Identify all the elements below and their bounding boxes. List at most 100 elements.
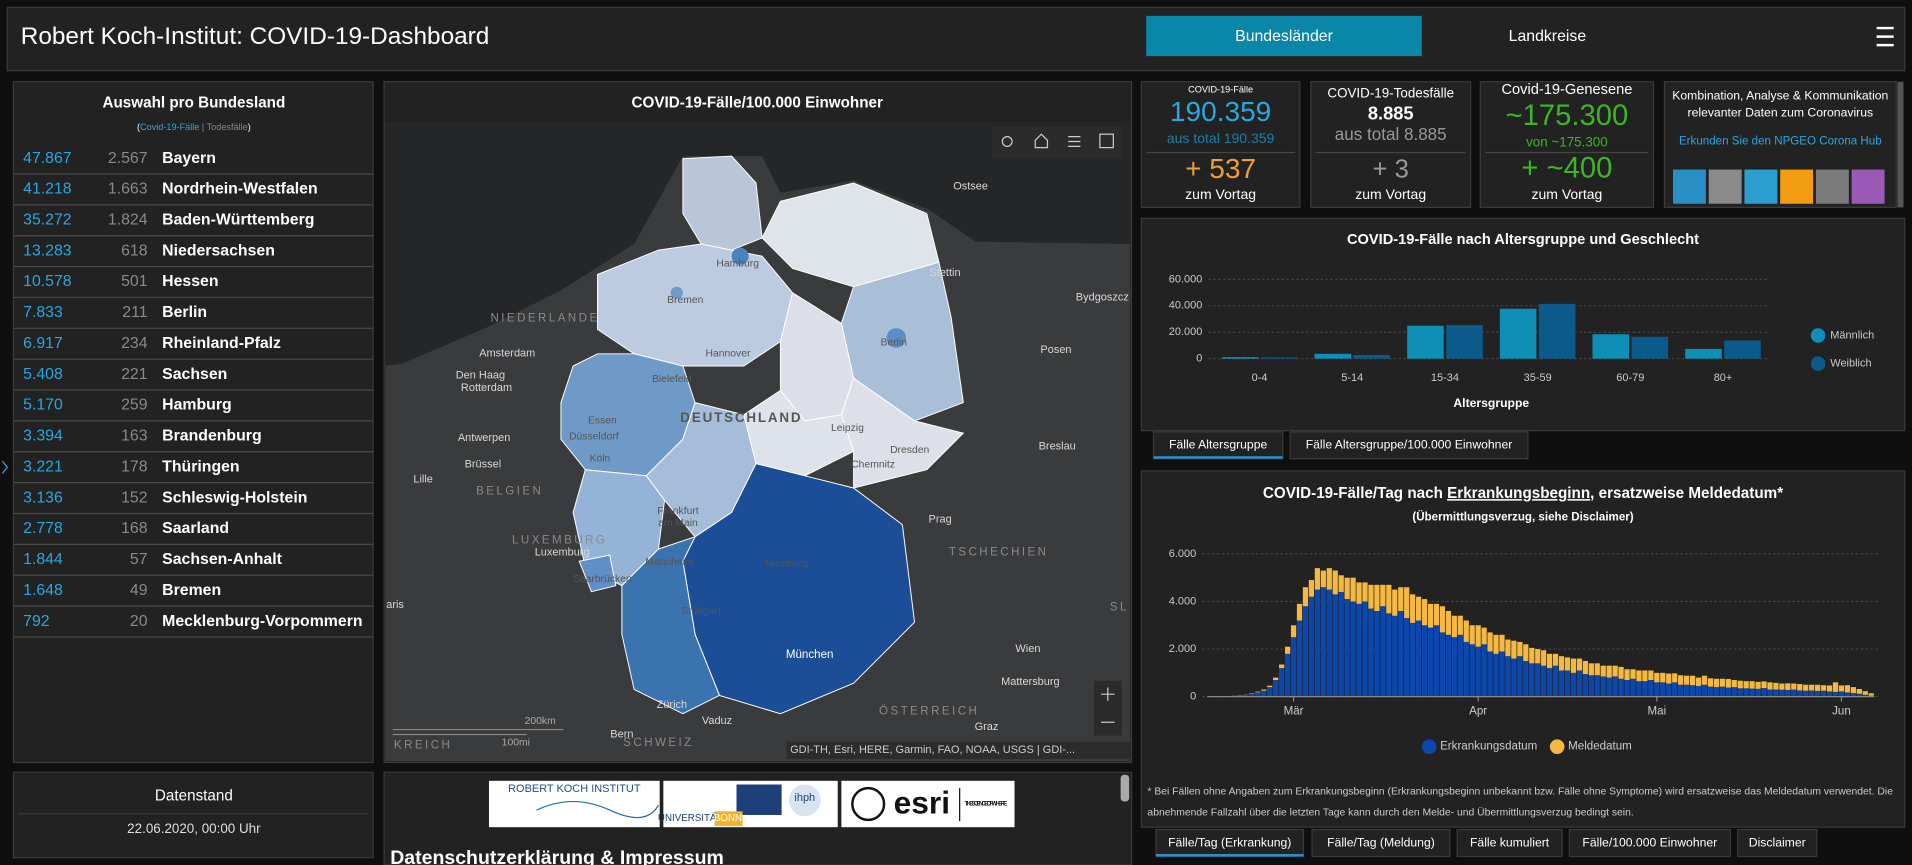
state-area[interactable]: [621, 535, 721, 715]
state-area[interactable]: [840, 377, 965, 489]
state-name[interactable]: Mecklenburg-Vorpommern: [162, 613, 362, 630]
bar-segment: [1791, 689, 1797, 697]
case-count: 3.394: [23, 428, 63, 445]
bar-segment: [1558, 656, 1565, 671]
bar-segment: [1695, 677, 1702, 686]
map-label: Frankfurt: [657, 506, 699, 517]
title-part: Erkrankungsbeginn: [1447, 485, 1590, 502]
x-tick-label: Jun: [1832, 705, 1851, 717]
list-icon[interactable]: [1068, 136, 1081, 148]
bar-segment: [1267, 687, 1273, 697]
x-axis-title: Altersgruppe: [1453, 396, 1529, 410]
chart-tab-label[interactable]: Disclaimer: [1749, 835, 1806, 849]
state-name[interactable]: Brandenburg: [162, 428, 261, 445]
bar-segment: [1344, 599, 1350, 697]
bar-segment: [1273, 677, 1279, 680]
chart-tab[interactable]: [1311, 829, 1451, 858]
chart-tab-label[interactable]: Fälle/Tag (Meldung): [1327, 835, 1435, 849]
bar-segment: [1296, 620, 1303, 697]
bar-segment: [1511, 658, 1517, 697]
chart-tab-label[interactable]: Fälle/Tag (Erkrankung): [1168, 835, 1291, 849]
state-name[interactable]: Rheinland-Pfalz: [162, 335, 281, 352]
header-tab[interactable]: Landkreise: [1509, 28, 1587, 45]
header-tab[interactable]: Bundesländer: [1235, 28, 1333, 45]
info-link[interactable]: Erkunden Sie den NPGEO Corona Hub: [1679, 136, 1882, 148]
bar-segment: [1713, 678, 1719, 688]
bar-segment: [1576, 658, 1583, 671]
map-label: Graz: [975, 721, 999, 733]
hub-icon[interactable]: [1815, 169, 1849, 204]
death-count: 234: [121, 335, 148, 352]
state-name[interactable]: Nordrhein-Westfalen: [162, 181, 317, 198]
home-icon[interactable]: [1034, 133, 1049, 149]
state-name[interactable]: Sachsen: [162, 366, 227, 383]
bar-segment: [1868, 693, 1874, 696]
state-name[interactable]: Baden-Württemberg: [162, 212, 314, 229]
bar-segment: [1487, 632, 1493, 652]
state-area[interactable]: [578, 554, 617, 593]
chart-tab[interactable]: [1289, 431, 1529, 460]
bar: [1353, 354, 1391, 359]
bar-segment: [1767, 682, 1773, 690]
bar-segment: [1290, 637, 1297, 697]
legend-label: Weiblich: [1830, 357, 1871, 369]
bar-segment: [1618, 666, 1624, 679]
map-label: SL: [1110, 602, 1129, 614]
hub-icon[interactable]: [1673, 169, 1706, 204]
bar-segment: [1731, 679, 1737, 688]
state-name[interactable]: Berlin: [162, 304, 207, 321]
chart-subtitle: (Übermittlungsverzug, siehe Disclaimer): [1412, 510, 1633, 523]
chart-tab-label[interactable]: Fälle Altersgruppe: [1169, 438, 1267, 452]
basemap-icon[interactable]: [1099, 133, 1114, 149]
map-label: München: [786, 649, 834, 661]
bar-segment: [1832, 682, 1839, 692]
bar-segment: [1427, 603, 1434, 628]
bar-segment: [1541, 665, 1547, 697]
state-name[interactable]: Schleswig-Holstein: [162, 489, 307, 506]
chart-tab[interactable]: [1568, 829, 1731, 858]
state-name[interactable]: Sachsen-Anhalt: [162, 551, 282, 568]
map-label: Essen: [588, 416, 617, 427]
hub-icon[interactable]: [1780, 169, 1814, 204]
state-name[interactable]: Niedersachsen: [162, 242, 275, 259]
scale-bar: [392, 728, 564, 736]
hub-icon[interactable]: [1708, 169, 1742, 204]
chart-tab[interactable]: [1155, 829, 1305, 858]
bar-segment: [1338, 591, 1344, 697]
state-name[interactable]: Thüringen: [162, 458, 239, 475]
zoom-in[interactable]: [1101, 687, 1115, 701]
chart-tab-label[interactable]: Fälle kumuliert: [1470, 835, 1550, 849]
state-area[interactable]: [682, 155, 763, 251]
bar-segment: [1320, 587, 1326, 697]
bar-segment: [1582, 674, 1588, 697]
state-name[interactable]: Bremen: [162, 582, 221, 599]
map-label: Den Haag: [456, 370, 505, 382]
title-part: , ersatzweise Meldedatum*: [1590, 485, 1783, 502]
state-name[interactable]: Hamburg: [162, 397, 232, 414]
state-area[interactable]: [761, 182, 940, 288]
hub-icon[interactable]: [1851, 169, 1885, 204]
bar-segment: [1547, 653, 1553, 669]
map-label: Wien: [1015, 643, 1040, 655]
bar-segment: [1547, 668, 1553, 697]
chart-tab[interactable]: [1737, 829, 1818, 858]
state-name[interactable]: Hessen: [162, 273, 218, 290]
bar-segment: [1279, 664, 1285, 669]
x-tick-label: 5-14: [1341, 372, 1363, 384]
bar-segment: [1862, 694, 1868, 697]
legend-swatch: [1549, 739, 1565, 754]
hub-icon[interactable]: [1744, 169, 1778, 204]
logo-text: BONN: [714, 813, 742, 824]
chart-tab-label[interactable]: Fälle/100.000 Einwohner: [1582, 835, 1717, 849]
search-icon[interactable]: [1001, 136, 1013, 148]
map-label: LUXEMBURG: [512, 535, 607, 547]
bar: [1724, 340, 1761, 359]
chart-tab-label[interactable]: Fälle Altersgruppe/100.000 Einwohner: [1306, 438, 1513, 452]
scale-label: 100mi: [502, 738, 530, 749]
bar-segment: [1612, 676, 1618, 697]
state-name[interactable]: Saarland: [162, 520, 229, 537]
state-name[interactable]: Bayern: [162, 150, 216, 167]
bar-segment: [1761, 681, 1767, 689]
chart-tab[interactable]: [1456, 829, 1563, 858]
